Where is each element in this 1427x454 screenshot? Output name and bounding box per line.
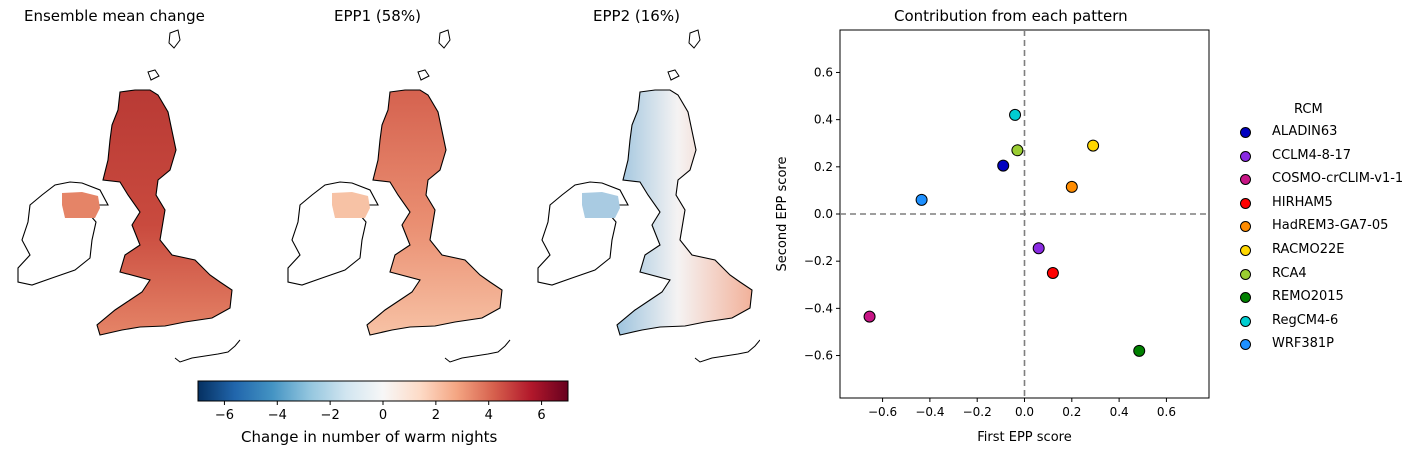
legend-marker [1240,174,1251,186]
point-remo2015 [1133,344,1146,357]
point-cclm4-8-17 [1032,242,1045,255]
shetland-outline [168,29,181,49]
x-tick-label: −0.4 [915,405,944,419]
x-tick-label: −0.2 [963,405,992,419]
y-tick-label: 0.2 [814,160,833,174]
colorbar-tick-label: −4 [268,408,287,423]
colorbar-tick-label: −2 [321,408,340,423]
y-tick-label: 0.4 [814,113,833,127]
legend-marker [1240,268,1251,280]
x-tick-label: 0.6 [1157,405,1176,419]
legend-marker [1240,221,1251,233]
legend-label: RACMO22E [1272,242,1345,257]
shetland-outline [688,29,701,49]
great-britain-fill [616,89,753,336]
x-tick-label: 0.0 [1015,405,1034,419]
map-title-epp1: EPP1 (58%) [334,7,421,25]
coastline [694,339,760,363]
y-tick-label: 0.0 [814,207,833,221]
legend-label: RCA4 [1272,265,1307,281]
x-tick-label: 0.4 [1110,405,1129,419]
legend-label: ALADIN63 [1272,124,1338,139]
point-regcm4-6 [1009,108,1022,121]
legend-label: CCLM4-8-17 [1272,147,1352,163]
scatter-title: Contribution from each pattern [894,7,1128,25]
orkney-outline [667,69,680,81]
legend-marker [1240,150,1251,162]
coastline [174,339,241,363]
legend-label: HIRHAM5 [1272,194,1333,210]
legend-marker [1240,197,1251,209]
uk-maps [17,29,760,363]
legend-title: RCM [1294,102,1323,117]
point-hadrem3-ga7-05 [1065,180,1078,193]
coastline [444,339,511,363]
colorbar-tick-label: 0 [379,408,387,423]
colorbar-bar [197,380,569,402]
y-axis-label: Second EPP score [775,157,790,272]
uk-map-panel-1 [17,29,241,363]
x-tick-label: −0.6 [868,405,897,419]
uk-map-panel-2 [287,29,511,363]
colorbar-tick-label: −6 [215,408,234,423]
orkney-outline [147,69,160,81]
legend-marker [1240,245,1251,256]
legend-label: HadREM3-GA7-05 [1272,218,1389,234]
legend-marker [1240,315,1251,327]
orkney-outline [417,69,430,81]
y-tick-label: 0.6 [814,65,833,79]
legend-label: WRF381P [1272,336,1335,352]
point-racmo22e [1087,139,1100,152]
northern-ireland-fill [62,192,100,218]
legend-label: COSMO-crCLIM-v1-1 [1272,171,1404,187]
x-axis-label: First EPP score [977,430,1071,445]
legend-marker [1240,339,1251,351]
point-hirham5 [1046,266,1059,279]
scatter-axes-frame [839,29,1210,399]
colorbar-tick-label: 6 [537,408,545,423]
colorbar-label: Change in number of warm nights [241,428,498,446]
y-tick-label: −0.4 [804,301,833,315]
x-tick-label: 0.2 [1062,405,1081,419]
northern-ireland-fill [332,192,370,218]
y-tick-label: −0.6 [804,349,833,363]
map-title-epp2: EPP2 (16%) [593,7,680,25]
point-aladin63 [997,159,1010,172]
legend-marker [1240,292,1251,304]
point-cosmo-crclim-v1-1 [863,310,876,323]
legend-label: REMO2015 [1272,289,1344,305]
northern-ireland-fill [582,192,620,218]
point-rca4 [1011,144,1024,157]
great-britain-fill [96,89,233,336]
colorbar: −6 −4 −2 0 2 4 6 [197,380,569,423]
colorbar-tick-label: 2 [432,408,440,423]
legend-label: RegCM4-6 [1272,312,1339,328]
colorbar-tick-label: 4 [485,408,493,423]
map-title-ensemble: Ensemble mean change [24,7,205,25]
shetland-outline [438,29,451,49]
y-tick-label: −0.2 [804,254,833,268]
legend-marker [1240,127,1251,138]
great-britain-fill [366,89,503,336]
point-wrf381p [915,193,928,206]
uk-map-panel-3 [537,29,760,363]
